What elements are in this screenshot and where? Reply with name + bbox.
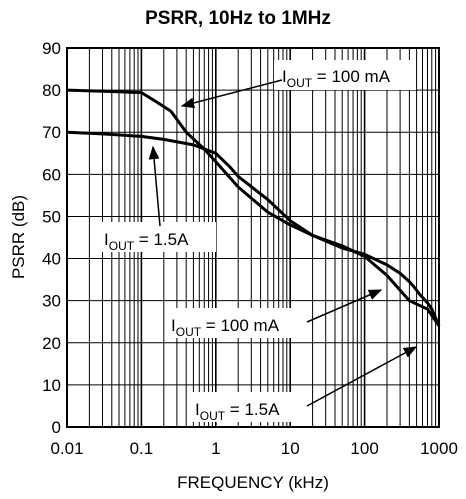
y-tick-label: 40 — [42, 250, 61, 269]
y-tick-label: 90 — [42, 39, 61, 58]
tick-labels: 0.01 0.1 1 10 100 1000 0 10 20 30 40 50 60 70 80 90 — [42, 39, 458, 458]
annotation-background — [165, 308, 307, 338]
series-group — [66, 88, 441, 327]
annotation-background — [189, 392, 307, 422]
y-tick-label: 20 — [42, 334, 61, 353]
annotation-arrow — [306, 346, 418, 407]
y-axis-label: PSRR (dB) — [9, 195, 28, 279]
annotation-label: IOUT = 100 mA — [171, 316, 280, 339]
annotation-label: IOUT = 1.5A — [195, 400, 280, 423]
annotation-label: IOUT = 1.5A — [104, 230, 189, 253]
annotation-background — [274, 60, 416, 90]
y-tick-label: 70 — [42, 123, 61, 142]
x-tick-label: 10 — [281, 439, 300, 458]
plot-frame — [66, 47, 440, 428]
series-line-2 — [66, 130, 441, 327]
x-tick-label: 1 — [211, 439, 220, 458]
y-tick-label: 10 — [42, 376, 61, 395]
y-tick-label: 50 — [42, 207, 61, 226]
x-axis-label: FREQUENCY (kHz) — [177, 473, 329, 492]
x-tick-label: 0.1 — [130, 439, 154, 458]
x-tick-label: 100 — [350, 439, 378, 458]
annotation-arrow — [180, 79, 283, 109]
chart-title: PSRR, 10Hz to 1MHz — [145, 8, 331, 29]
annotation-arrow — [148, 145, 161, 227]
series-line-1 — [66, 88, 441, 327]
y-tick-label: 80 — [42, 81, 61, 100]
annotation-background — [98, 222, 216, 252]
x-tick-label: 0.01 — [50, 439, 83, 458]
y-tick-label: 30 — [42, 292, 61, 311]
annotation-arrow — [306, 289, 383, 323]
annotations: IOUT = 100 mA IOUT = 1.5A IOUT = 100 mA IOU… — [98, 60, 418, 423]
y-tick-label: 60 — [42, 165, 61, 184]
annotation-label: IOUT = 100 mA — [282, 67, 391, 90]
y-tick-label: 0 — [52, 418, 61, 437]
x-tick-label: 1000 — [420, 439, 458, 458]
